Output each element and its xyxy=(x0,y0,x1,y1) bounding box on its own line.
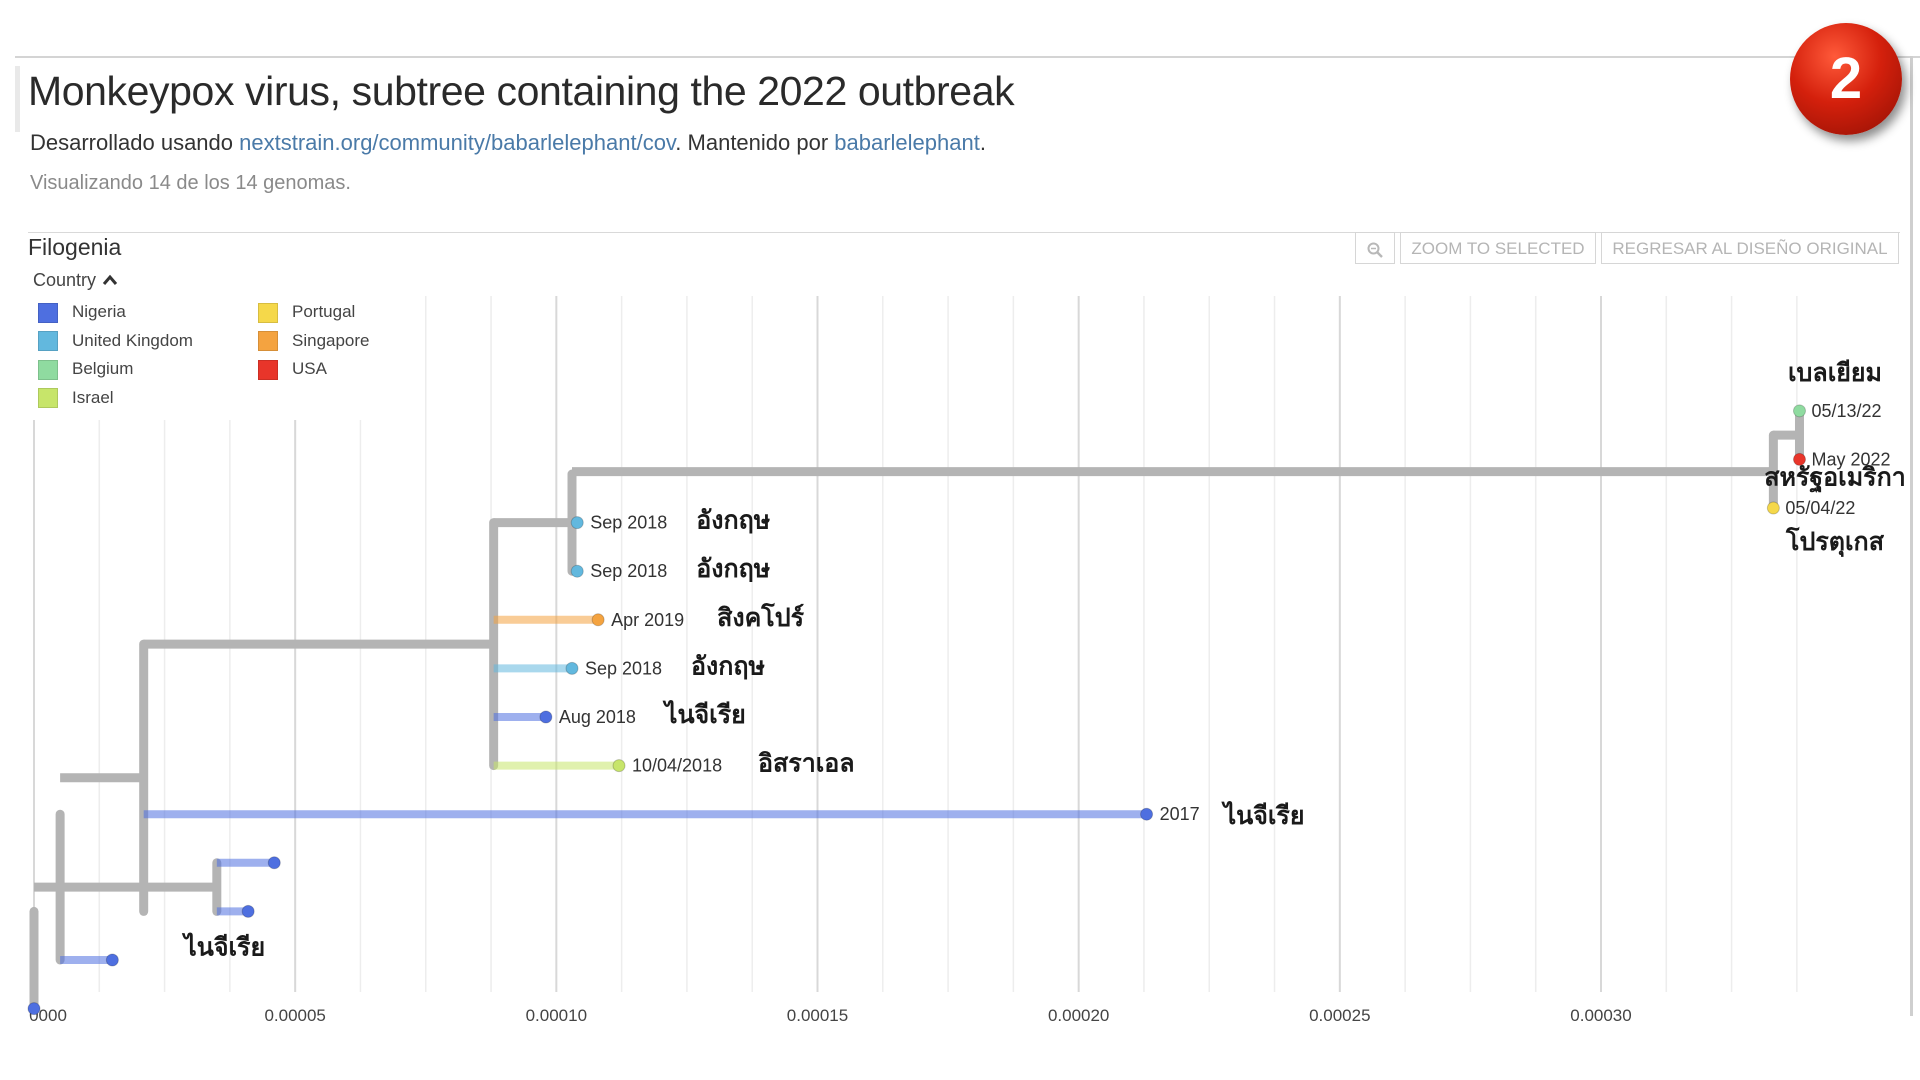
legend-swatch xyxy=(258,359,278,380)
genome-count: Visualizando 14 de los 14 genomas. xyxy=(30,172,351,194)
country-annotation: สิงคโปร์ xyxy=(717,602,804,632)
tip-node-ng2017[interactable] xyxy=(1140,807,1154,821)
tip-node-be[interactable] xyxy=(1792,404,1806,418)
x-tick-label: 0.00005 xyxy=(264,1006,325,1025)
tip-date-label: Apr 2019 xyxy=(611,610,684,630)
legend-label: Nigeria xyxy=(72,302,126,321)
zoom-button[interactable] xyxy=(1355,232,1395,264)
legend-label: USA xyxy=(292,359,327,378)
magnifier-icon xyxy=(1367,242,1383,258)
byline-suffix: . xyxy=(979,130,986,155)
legend-item-portugal[interactable]: Portugal xyxy=(258,300,355,324)
legend-swatch xyxy=(258,302,278,323)
top-rule xyxy=(15,56,1920,58)
right-rule xyxy=(1910,56,1913,1016)
zoom-to-selected-button[interactable]: ZOOM TO SELECTED xyxy=(1400,232,1596,264)
tip-node-sg[interactable] xyxy=(591,613,605,627)
country-annotation: เบลเยียม xyxy=(1788,358,1882,387)
tip-node-uk1[interactable] xyxy=(570,516,584,530)
tip-node-ng4[interactable] xyxy=(241,904,255,918)
tip-date-label: 05/04/22 xyxy=(1785,498,1855,518)
legend-title[interactable]: Country xyxy=(33,270,118,291)
legend-item-usa[interactable]: USA xyxy=(258,357,327,381)
country-annotation: สหรัฐอเมริกา xyxy=(1764,462,1906,493)
byline-prefix: Desarrollado usando xyxy=(30,130,240,155)
byline: Desarrollado usando nextstrain.org/commu… xyxy=(30,130,986,156)
tip-node-ng6[interactable] xyxy=(27,1002,41,1016)
tip-node-uk2[interactable] xyxy=(570,564,584,578)
legend-label: Israel xyxy=(72,387,114,407)
country-annotation: อิสราเอล xyxy=(758,749,855,778)
step-badge: 2 xyxy=(1790,23,1902,135)
tip-node-uk3[interactable] xyxy=(565,661,579,675)
page-title: Monkeypox virus, subtree containing the … xyxy=(28,68,1015,114)
panel-divider xyxy=(28,232,1900,233)
tip-date-label: 05/13/22 xyxy=(1811,401,1881,421)
nextstrain-link[interactable]: nextstrain.org/community/babarlelephant/… xyxy=(239,130,676,155)
country-annotation: อังกฤษ xyxy=(691,651,765,680)
legend-label: United Kingdom xyxy=(72,330,193,350)
legend-swatch xyxy=(38,331,58,352)
tip-date-label: Aug 2018 xyxy=(559,707,636,727)
tip-date-label: Sep 2018 xyxy=(590,513,667,533)
legend-item-singapore[interactable]: Singapore xyxy=(258,329,370,353)
panel-title: Filogenia xyxy=(28,234,122,260)
legend-item-nigeria[interactable]: Nigeria xyxy=(38,300,126,324)
legend-item-united-kingdom[interactable]: United Kingdom xyxy=(38,329,193,353)
legend-swatch xyxy=(38,302,58,323)
x-tick-label: 0.00020 xyxy=(1048,1006,1109,1025)
legend-swatch xyxy=(38,388,58,409)
tip-date-label: Sep 2018 xyxy=(585,658,662,678)
x-tick-label: 0.00010 xyxy=(526,1006,587,1025)
country-annotation: อังกฤษ xyxy=(696,554,770,583)
chevron-up-icon[interactable] xyxy=(102,270,118,291)
legend-label: Belgium xyxy=(72,359,134,378)
country-annotation: ไนจีเรีย xyxy=(181,931,265,961)
byline-middle: . Mantenido por xyxy=(675,130,835,155)
country-annotation: ไนจีเรีย xyxy=(662,699,746,729)
legend-item-israel[interactable]: Israel xyxy=(38,386,114,410)
legend-item-belgium[interactable]: Belgium xyxy=(38,357,133,381)
x-tick-label: 0.00030 xyxy=(1570,1006,1631,1025)
x-tick-label: 0.00025 xyxy=(1309,1006,1370,1025)
x-tick-label: 0.00015 xyxy=(787,1006,848,1025)
legend-title-text: Country xyxy=(33,270,97,290)
reset-layout-button[interactable]: REGRESAR AL DISEÑO ORIGINAL xyxy=(1601,232,1899,264)
legend-label: Singapore xyxy=(292,330,370,350)
tip-node-ng3[interactable] xyxy=(267,856,281,870)
tip-node-ng5[interactable] xyxy=(105,953,119,967)
tip-date-label: 10/04/2018 xyxy=(632,756,722,776)
country-annotation: โปรตุเกส xyxy=(1785,526,1885,558)
legend-swatch xyxy=(258,331,278,352)
left-accent xyxy=(15,66,20,132)
tip-date-label: 2017 xyxy=(1160,804,1200,824)
country-annotation: อังกฤษ xyxy=(696,506,770,535)
tip-date-label: May 2022 xyxy=(1811,449,1890,469)
legend-label: Portugal xyxy=(292,302,356,321)
country-annotation: ไนจีเรีย xyxy=(1221,800,1305,830)
legend-swatch xyxy=(38,359,58,380)
tip-node-us[interactable] xyxy=(1792,452,1806,466)
tip-node-ng1[interactable] xyxy=(539,710,553,724)
maintainer-link[interactable]: babarlelephant xyxy=(834,130,980,155)
tip-date-label: Sep 2018 xyxy=(590,561,667,581)
tip-node-pt[interactable] xyxy=(1766,501,1780,515)
tip-node-il[interactable] xyxy=(612,759,626,773)
